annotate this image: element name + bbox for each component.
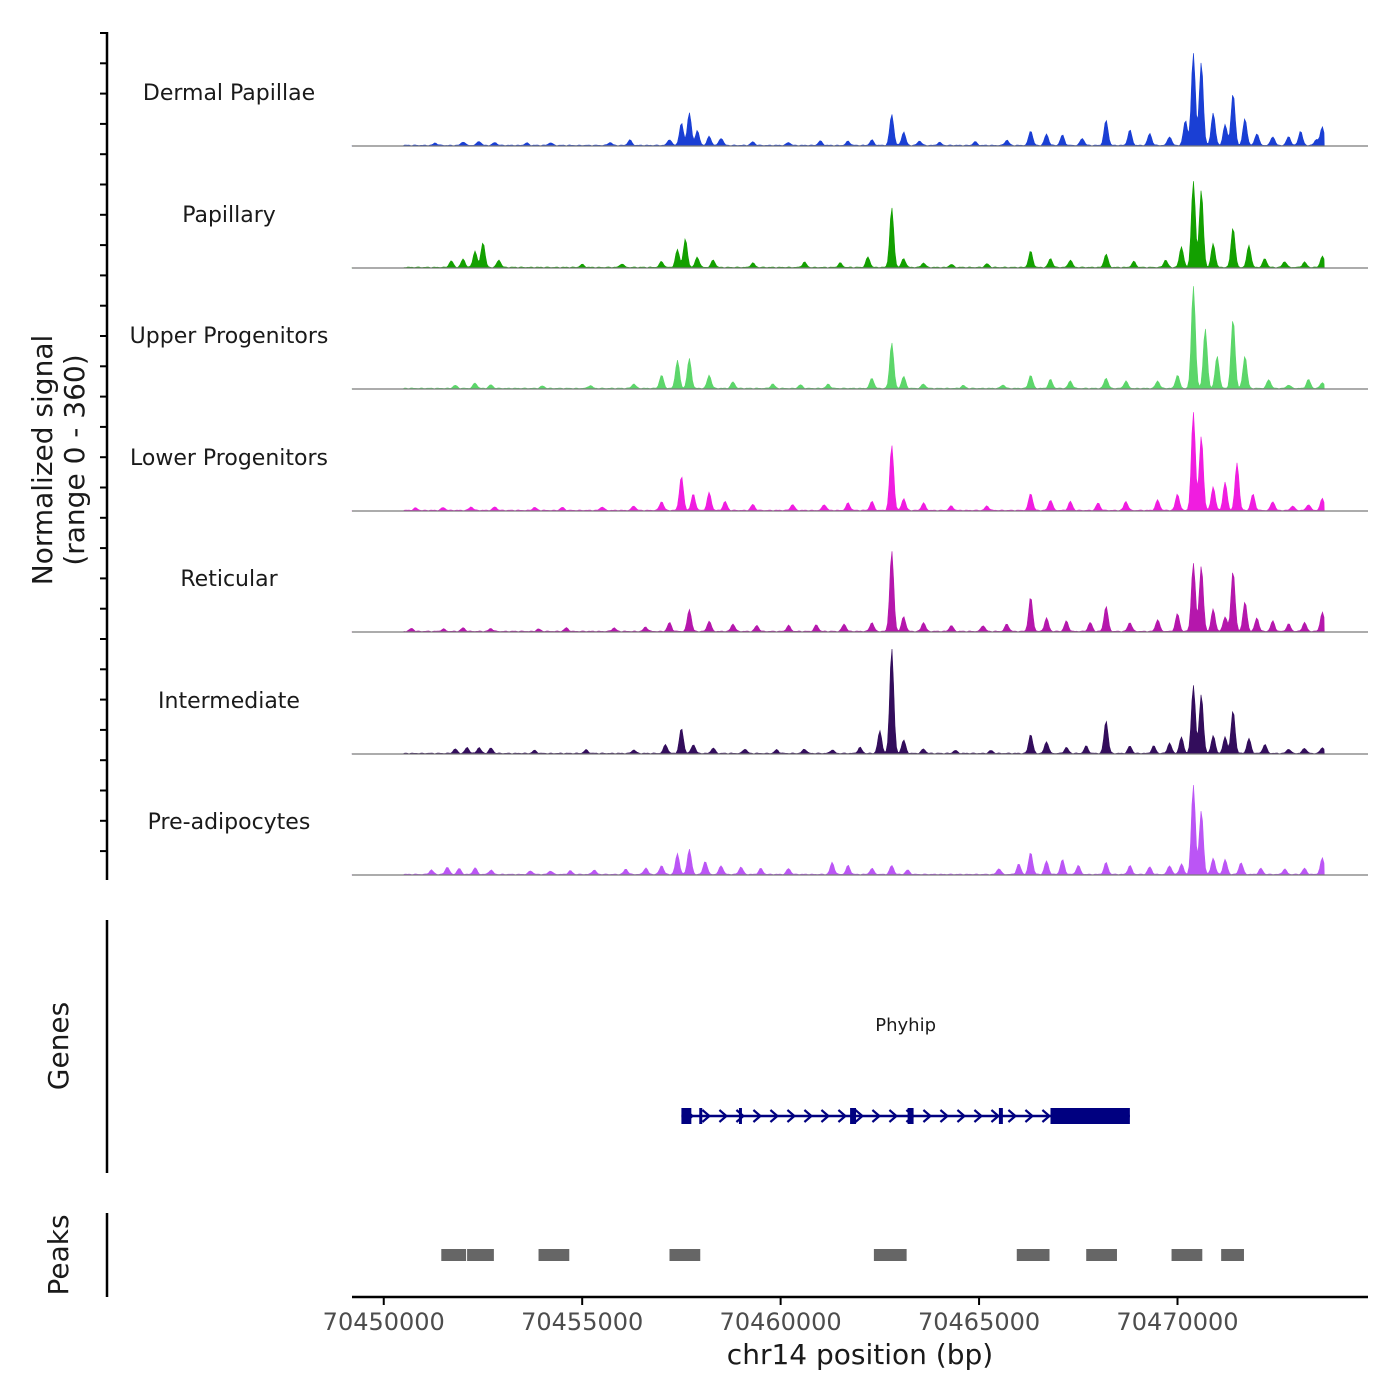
x-tick-label: 70470000 [1116,1308,1238,1336]
peak-region [1171,1249,1203,1261]
strand-arrow [701,1109,712,1123]
track-intermediate: Intermediate [158,648,1368,755]
genes-panel-label: Genes [42,1002,75,1090]
exon [1050,1108,1130,1124]
strand-arrow [939,1109,950,1123]
strand-arrow [888,1109,899,1123]
strand-arrow [752,1109,763,1123]
strand-arrow [769,1109,780,1123]
strand-arrow [735,1109,746,1123]
x-tick-label: 70455000 [521,1308,643,1336]
track-lower-progenitors: Lower Progenitors [130,412,1368,512]
gene-track: Phyhip [681,1015,1130,1124]
peak-region [538,1249,570,1261]
coverage-area [351,53,1325,147]
signal-y-axis-ticks [100,32,107,853]
peak-region [669,1249,701,1261]
strand-arrow [922,1109,933,1123]
coverage-area [351,412,1325,512]
peaks-panel-label: Peaks [42,1214,75,1295]
peak-region [1221,1249,1244,1261]
x-tick-label: 70450000 [323,1308,445,1336]
peak-region [1016,1249,1050,1261]
x-axis-title: chr14 position (bp) [727,1338,993,1371]
peak-region [441,1249,467,1261]
strand-arrow [820,1109,831,1123]
strand-arrow [1007,1109,1018,1123]
peak-region [873,1249,907,1261]
exon [699,1108,703,1124]
peak-track [441,1249,1244,1261]
strand-arrow [854,1109,865,1123]
strand-arrow [973,1109,984,1123]
y-axis-subtitle: (range 0 - 360) [58,354,91,565]
track-papillary: Papillary [182,181,1368,269]
track-reticular: Reticular [180,551,1368,633]
strand-arrow [990,1109,1001,1123]
track-upper-progenitors: Upper Progenitors [130,286,1368,390]
strand-arrow [1041,1109,1052,1123]
peak-region [467,1249,494,1261]
track-label: Reticular [180,567,278,592]
track-label: Dermal Papillae [143,81,315,106]
track-label: Papillary [182,203,276,228]
track-label: Lower Progenitors [130,446,328,471]
strand-arrow [956,1109,967,1123]
exon [998,1108,1003,1124]
strand-arrow [1024,1109,1035,1123]
y-axis-title: Normalized signal [26,335,59,586]
strand-arrow [871,1109,882,1123]
strand-arrow [803,1109,814,1123]
x-axis-ticks: 70450000 70455000 70460000 70465000 70470000 [323,1297,1239,1336]
peak-region [1086,1249,1117,1261]
strand-arrow [718,1109,729,1123]
exon [850,1108,857,1124]
coverage-tracks: Dermal Papillae Papillary Upper Progenitor… [130,53,1368,876]
strand-arrow [786,1109,797,1123]
coverage-area [351,784,1325,876]
x-tick-label: 70460000 [720,1308,842,1336]
track-label: Upper Progenitors [130,324,329,349]
track-label: Intermediate [158,689,300,714]
gene-name-label: Phyhip [875,1015,936,1036]
track-pre-adipocytes: Pre-adipocytes [148,784,1368,876]
track-label: Pre-adipocytes [148,810,311,835]
strand-arrow [837,1109,848,1123]
exon [738,1108,742,1124]
x-tick-label: 70465000 [918,1308,1040,1336]
coverage-area [351,181,1325,269]
exon [681,1108,692,1124]
track-dermal-papillae: Dermal Papillae [143,53,1368,147]
exon [907,1108,914,1124]
